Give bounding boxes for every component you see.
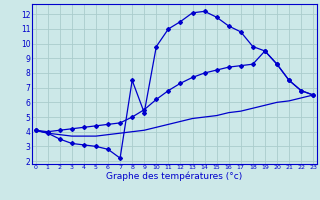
X-axis label: Graphe des températures (°c): Graphe des températures (°c) — [106, 172, 243, 181]
